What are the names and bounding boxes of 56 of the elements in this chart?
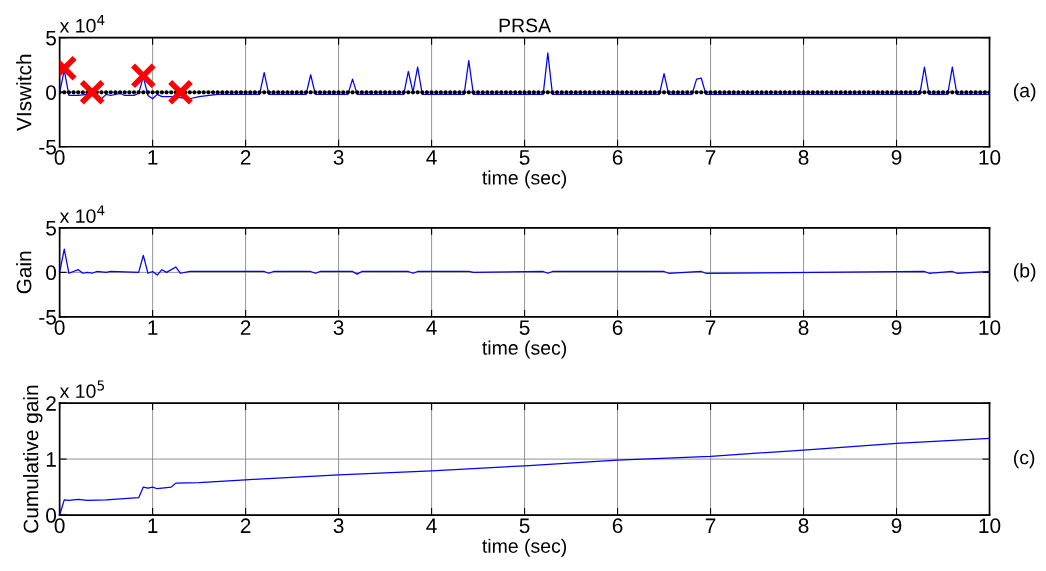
x-tick-label: 6 <box>612 320 623 335</box>
x-tick-label: 10 <box>979 518 1001 534</box>
y-axis-title: VIswitch <box>16 54 32 131</box>
point <box>167 79 194 106</box>
y-tick-label: 1 <box>46 452 56 467</box>
text: x 10$^{5}$ <box>59 380 105 399</box>
x-tick-label: 7 <box>705 518 716 533</box>
y-axis-title: Cumulative gain <box>23 385 43 533</box>
x-axis-title: time (sec) <box>482 170 567 189</box>
text: (b) <box>1013 263 1036 282</box>
x-tick-label: 4 <box>426 150 437 165</box>
x-tick-label: 7 <box>705 320 716 335</box>
x-axis-title: time (sec) <box>482 538 567 557</box>
x-tick-label: 6 <box>612 518 623 534</box>
x-tick-label: 3 <box>333 150 344 165</box>
line-series <box>59 52 990 100</box>
y-tick-label: 5 <box>46 30 56 46</box>
x-tick-label: 8 <box>798 518 809 534</box>
point <box>79 79 106 106</box>
x-tick-label: 1 <box>148 150 158 165</box>
y-tick-label: 2 <box>46 396 56 411</box>
x-tick-label: 8 <box>798 320 809 335</box>
x-tick-label: 4 <box>426 320 437 335</box>
y-tick-label: -5 <box>39 310 56 325</box>
line-series <box>59 248 990 276</box>
x-tick-label: 5 <box>519 320 530 335</box>
x-tick-label: 4 <box>426 518 437 533</box>
y-tick-label: -5 <box>39 139 56 155</box>
x-tick-label: 6 <box>612 150 623 165</box>
y-tick-label: 0 <box>46 508 57 523</box>
chart-title: PRSA <box>499 18 551 33</box>
x-tick-label: 8 <box>798 150 809 165</box>
x-tick-label: 5 <box>519 150 530 165</box>
x-tick-label: 9 <box>891 150 902 165</box>
x-tick-label: 10 <box>979 150 1001 165</box>
text: x 10$^{4}$ <box>59 15 105 33</box>
text: (a) <box>1013 83 1036 102</box>
x-tick-label: 9 <box>891 320 902 335</box>
x-tick-label: 5 <box>519 518 530 534</box>
x-tick-label: 3 <box>333 518 344 534</box>
y-axis-title: Gain <box>16 251 32 294</box>
x-tick-label: 7 <box>705 150 716 165</box>
x-tick-label: 2 <box>240 320 251 335</box>
x-tick-label: 1 <box>148 518 158 533</box>
x-tick-label: 2 <box>240 518 251 533</box>
x-tick-label: 2 <box>240 150 251 165</box>
text: x 10$^{4}$ <box>59 205 105 223</box>
x-tick-label: 9 <box>891 518 902 534</box>
y-tick-label: 5 <box>46 221 56 236</box>
x-axis-title: time (sec) <box>482 340 567 359</box>
y-tick-label: 0 <box>46 265 57 281</box>
y-tick-label: 0 <box>46 85 57 100</box>
x-tick-label: 10 <box>979 320 1001 335</box>
x-tick-label: 3 <box>333 320 344 335</box>
text: (c) <box>1013 450 1035 469</box>
x-tick-label: 1 <box>148 320 158 335</box>
